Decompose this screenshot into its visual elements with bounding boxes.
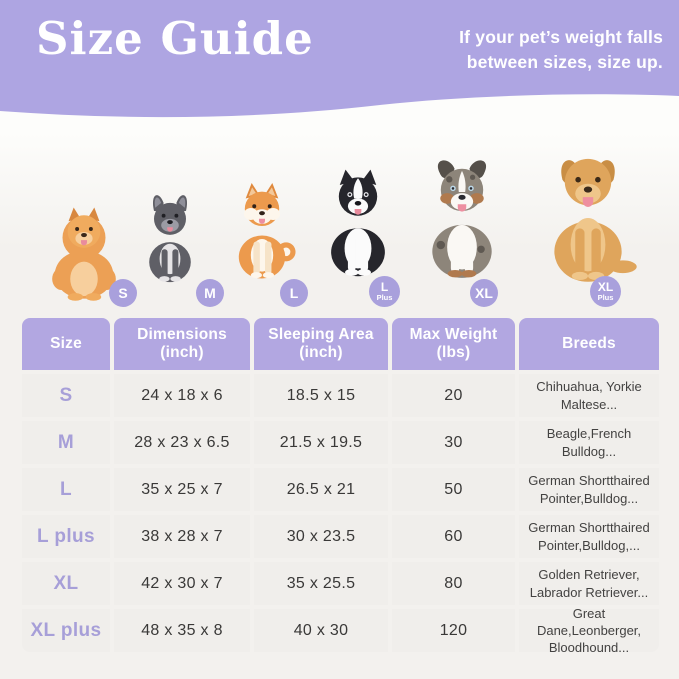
cell-breeds: Chihuahua, Yorkie Maltese...: [519, 374, 659, 417]
column-header-size: Size: [22, 318, 110, 370]
cell-dimensions: 35 x 25 x 7: [114, 468, 250, 511]
shiba-inu-illustration: [238, 183, 296, 279]
header-banner: Size Guide If your pet’s weight falls be…: [0, 0, 679, 133]
page-title: Size Guide: [36, 12, 314, 65]
cell-size: XL plus: [22, 609, 110, 652]
size-badge-xl-plus-label: XL: [597, 280, 614, 295]
cell-dimensions: 24 x 18 x 6: [114, 374, 250, 417]
cell-max-weight: 30: [392, 421, 515, 464]
dog-australian-shepherd: [409, 132, 515, 303]
column-header-dimensions: Dimensions (inch): [114, 318, 250, 370]
border-collie-illustration: [331, 169, 385, 277]
cell-max-weight: 60: [392, 515, 515, 558]
column-header-max-weight-unit: (lbs): [436, 344, 471, 361]
size-badge-xl-plus-sublabel: Plus: [597, 293, 614, 303]
cell-size: L: [22, 468, 110, 511]
size-badge-l-plus-sublabel: Plus: [376, 293, 393, 303]
content-background-glow: [0, 133, 679, 248]
dog-shiba-inu: [219, 156, 305, 303]
cell-dimensions: 48 x 35 x 8: [114, 609, 250, 652]
size-table: Size Dimensions (inch) Sleeping Area (in…: [22, 318, 659, 655]
cell-max-weight: 120: [392, 609, 515, 652]
column-header-sleeping-area: Sleeping Area (inch): [254, 318, 388, 370]
size-badge-s-label: S: [118, 285, 128, 301]
cell-breeds: German Shortthaired Pointer,Bulldog...: [519, 468, 659, 511]
size-badge-l-plus-label: L: [380, 280, 389, 295]
size-badge-l-plus: L Plus: [369, 276, 400, 307]
cell-sleeping-area: 26.5 x 21: [254, 468, 388, 511]
column-header-dimensions-label: Dimensions: [137, 325, 227, 343]
size-badge-l-label: L: [289, 285, 299, 301]
cell-breeds: Great Dane,Leonberger, Bloodhound...: [519, 606, 659, 655]
header-note-line2: between sizes, size up.: [466, 52, 663, 73]
cell-max-weight: 80: [392, 562, 515, 605]
column-header-breeds-label: Breeds: [562, 334, 616, 352]
header-wave-shape: [0, 94, 679, 133]
cell-size: M: [22, 421, 110, 464]
cell-breeds: Beagle,French Bulldog...: [519, 421, 659, 464]
column-header-sleeping-area-label: Sleeping Area: [268, 325, 374, 343]
pomeranian-illustration: [52, 207, 116, 301]
column-header-sleeping-area-unit: (inch): [299, 344, 343, 361]
australian-shepherd-illustration: [432, 160, 492, 278]
cell-max-weight: 20: [392, 374, 515, 417]
cell-sleeping-area: 18.5 x 15: [254, 374, 388, 417]
column-header-size-label: Size: [50, 334, 82, 352]
cell-sleeping-area: 40 x 30: [254, 609, 388, 652]
column-header-breeds: Breeds: [519, 318, 659, 370]
dog-golden-retriever: [530, 126, 646, 303]
column-header-max-weight: Max Weight (lbs): [392, 318, 515, 370]
cell-dimensions: 38 x 28 x 7: [114, 515, 250, 558]
cell-sleeping-area: 35 x 25.5: [254, 562, 388, 605]
header-note: If your pet’s weight falls between sizes…: [403, 25, 663, 76]
size-badge-m-label: M: [204, 285, 216, 301]
cell-breeds: Golden Retriever, Labrador Retriever...: [519, 562, 659, 605]
dog-pomeranian: [41, 198, 127, 303]
cell-sleeping-area: 21.5 x 19.5: [254, 421, 388, 464]
french-bulldog-illustration: [149, 195, 191, 283]
size-badge-l: L: [280, 279, 308, 307]
cell-size: L plus: [22, 515, 110, 558]
cell-breeds: German Shortthaired Pointer,Bulldog,...: [519, 515, 659, 558]
size-badge-xl-label: XL: [475, 285, 493, 301]
cell-max-weight: 50: [392, 468, 515, 511]
column-header-max-weight-label: Max Weight: [409, 325, 498, 343]
dog-french-bulldog: [130, 170, 210, 303]
header-note-line1: If your pet’s weight falls: [459, 27, 663, 47]
size-badge-xl-plus: XL Plus: [590, 276, 621, 307]
cell-sleeping-area: 30 x 23.5: [254, 515, 388, 558]
cell-size: XL: [22, 562, 110, 605]
size-badge-s: S: [109, 279, 137, 307]
cell-dimensions: 42 x 30 x 7: [114, 562, 250, 605]
cell-size: S: [22, 374, 110, 417]
column-header-dimensions-unit: (inch): [160, 344, 204, 361]
size-badge-xl: XL: [470, 279, 498, 307]
dog-border-collie: [310, 140, 406, 303]
size-badge-m: M: [196, 279, 224, 307]
golden-retriever-illustration: [554, 158, 637, 282]
cell-dimensions: 28 x 23 x 6.5: [114, 421, 250, 464]
